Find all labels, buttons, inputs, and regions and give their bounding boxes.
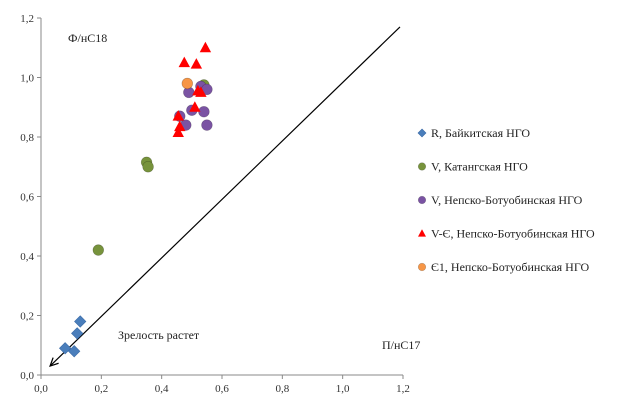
legend-label: V, Катангская НГО: [431, 160, 528, 174]
maturity-annotation: Зрелость растет: [118, 328, 200, 342]
x-tick-label: 0,2: [94, 383, 108, 395]
legend-label: Є1, Непско-Ботуобинская НГО: [431, 260, 589, 274]
y-tick-label: 0,2: [20, 311, 34, 323]
x-tick-labels: 0,0 0,2 0,4 0,6 0,8 1,0 1,2: [34, 375, 410, 395]
data-point: [172, 110, 184, 121]
data-point: [199, 41, 212, 53]
data-points: [59, 41, 213, 358]
data-point: [178, 56, 190, 68]
x-axis-label: П/нС17: [382, 338, 420, 352]
y-tick-label: 1,0: [20, 73, 34, 85]
x-tick-label: 1,0: [336, 383, 350, 395]
x-tick-label: 0,4: [155, 383, 169, 395]
y-axis-label: Ф/нС18: [68, 31, 107, 45]
legend-marker: [417, 195, 427, 205]
y-tick-label: 0,6: [20, 192, 34, 204]
legend-label: R, Байкитская НГО: [431, 126, 530, 140]
legend-label: V-Є, Непско-Ботуобинская НГО: [431, 227, 595, 241]
data-point: [195, 86, 207, 97]
x-tick-label: 1,2: [396, 383, 410, 395]
data-point: [92, 244, 105, 256]
trend-arrowhead: [49, 357, 59, 368]
legend-marker: [418, 229, 426, 237]
y-tick-label: 0,0: [20, 370, 34, 382]
data-point: [59, 342, 72, 355]
data-point: [189, 101, 201, 112]
y-tick-labels: 0,0 0,2 0,4 0,6 0,8 1,0 1,2: [20, 13, 41, 382]
trend-line: [49, 26, 401, 367]
legend-marker: [417, 162, 427, 171]
legend-marker: [417, 128, 427, 138]
data-point: [68, 345, 81, 358]
y-tick-label: 1,2: [20, 13, 34, 25]
data-point: [74, 315, 87, 328]
data-point: [181, 77, 194, 90]
data-point: [71, 327, 84, 340]
data-point: [142, 161, 154, 173]
legend-label: V, Непско-Ботуобинская НГО: [431, 193, 583, 207]
data-point: [201, 119, 213, 131]
data-point: [190, 58, 203, 69]
x-tick-label: 0,8: [275, 383, 289, 395]
y-tick-label: 0,4: [20, 251, 34, 263]
x-tick-label: 0,6: [215, 383, 229, 395]
x-tick-label: 0,0: [34, 383, 48, 395]
trend-arrow: [49, 26, 401, 368]
legend-marker: [417, 262, 427, 272]
data-point: [172, 126, 184, 138]
y-tick-label: 0,8: [20, 132, 34, 144]
data-point: [174, 120, 186, 132]
legend: R, Байкитская НГО V, Катангская НГО V, Неп…: [417, 126, 595, 274]
